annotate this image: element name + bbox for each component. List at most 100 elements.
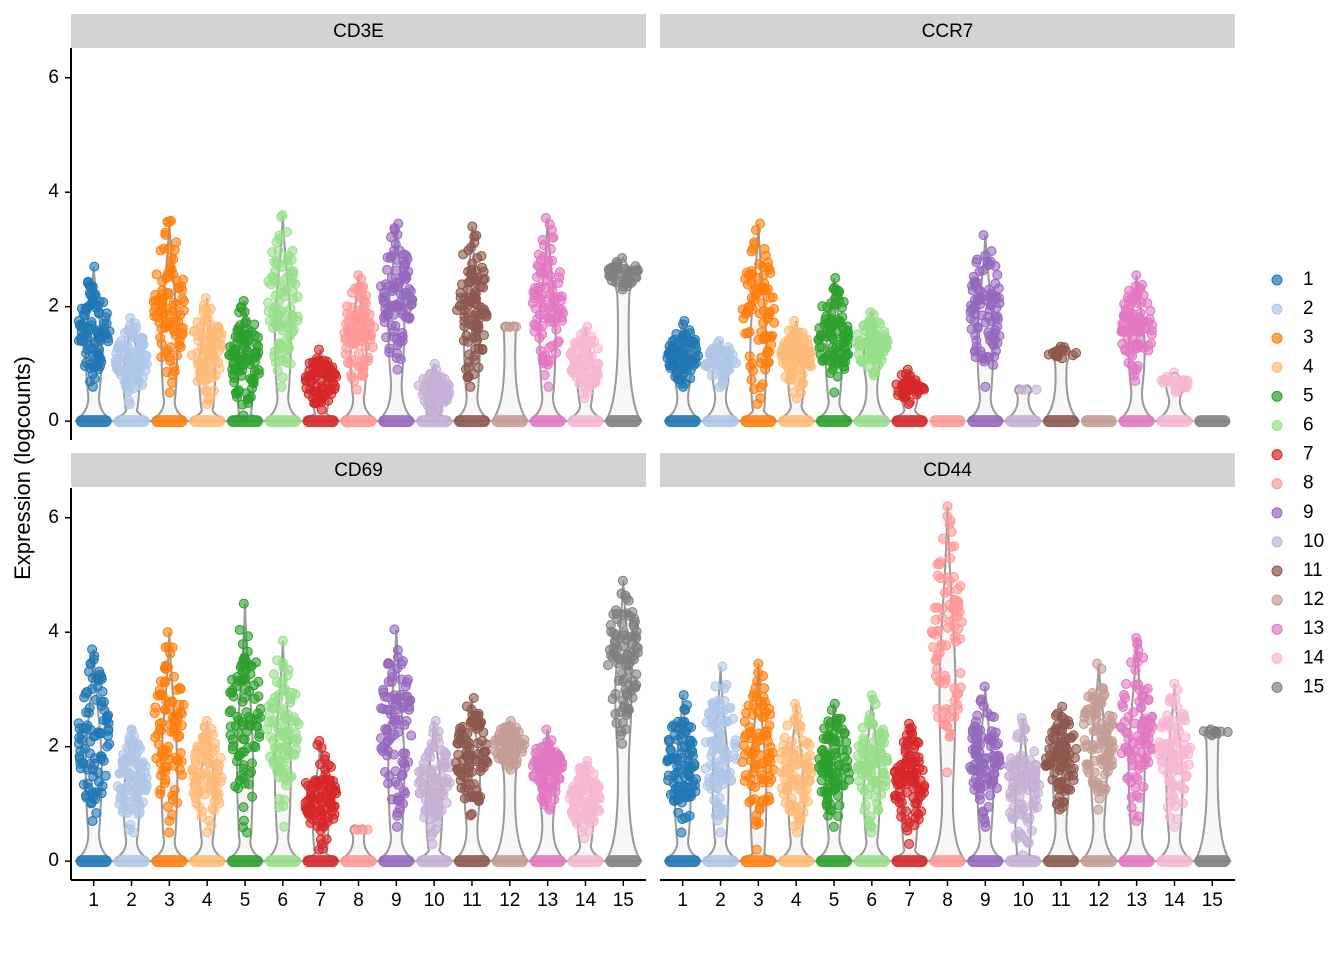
point: [842, 340, 853, 351]
point: [879, 729, 890, 740]
point: [358, 364, 369, 375]
point-cloud: [489, 715, 530, 775]
point: [793, 776, 804, 787]
point: [177, 322, 188, 333]
point: [1009, 759, 1020, 770]
point: [586, 777, 597, 788]
point: [211, 769, 222, 780]
x-tick-label: 7: [904, 890, 915, 911]
point: [383, 676, 394, 687]
zero-band: [189, 415, 226, 428]
x-tick-label: 13: [1126, 890, 1147, 911]
point: [316, 806, 327, 817]
point: [1142, 298, 1153, 309]
point: [79, 361, 90, 372]
point: [433, 726, 444, 737]
point: [724, 365, 735, 376]
point-cloud: [413, 715, 455, 849]
point: [987, 775, 998, 786]
point: [124, 376, 135, 387]
point: [78, 723, 89, 734]
point: [880, 343, 891, 354]
zero-band: [151, 415, 188, 428]
point: [462, 701, 473, 712]
point: [254, 731, 265, 742]
point: [152, 729, 163, 740]
point: [1087, 739, 1098, 750]
point: [391, 821, 402, 832]
point: [239, 746, 250, 757]
point: [467, 221, 478, 232]
point: [197, 375, 208, 386]
point: [825, 367, 836, 378]
point-cloud: [224, 295, 264, 421]
point: [162, 627, 173, 638]
zero-band: [1156, 855, 1193, 868]
point: [742, 279, 753, 290]
point: [199, 317, 210, 328]
point: [234, 775, 245, 786]
point: [392, 229, 403, 240]
point: [459, 784, 470, 795]
point: [683, 755, 694, 766]
point: [346, 354, 357, 365]
point: [533, 249, 544, 260]
point: [100, 770, 111, 781]
point: [834, 800, 845, 811]
zero-band: [1042, 415, 1079, 428]
point: [277, 658, 288, 669]
point: [612, 262, 623, 273]
point: [1107, 719, 1118, 730]
point: [1005, 792, 1016, 803]
point: [751, 737, 762, 748]
point: [458, 249, 469, 260]
point: [594, 793, 605, 804]
point: [467, 716, 478, 727]
point-cloud: [262, 635, 304, 832]
point: [253, 691, 264, 702]
point: [819, 353, 830, 364]
point: [764, 751, 775, 762]
point: [973, 293, 984, 304]
point: [584, 826, 595, 837]
point: [118, 749, 129, 760]
point: [162, 216, 173, 227]
y-tick-label: 2: [48, 296, 59, 317]
point: [952, 584, 963, 595]
point: [394, 245, 405, 256]
zero-band: [264, 415, 301, 428]
point: [712, 783, 723, 794]
point: [902, 379, 913, 390]
point: [978, 230, 989, 241]
point-cloud: [263, 210, 303, 392]
point: [604, 266, 615, 277]
point: [397, 328, 408, 339]
point: [1122, 773, 1133, 784]
point: [897, 769, 908, 780]
point: [760, 250, 771, 261]
legend-swatch: [1271, 507, 1283, 519]
violin: [490, 321, 529, 423]
point: [737, 757, 748, 768]
point: [227, 347, 238, 358]
point: [1136, 719, 1147, 730]
point: [764, 794, 775, 805]
point: [1060, 733, 1071, 744]
point: [612, 652, 623, 663]
point: [534, 332, 545, 343]
point: [466, 242, 477, 253]
point: [91, 808, 102, 819]
point: [269, 311, 280, 322]
point: [764, 331, 775, 342]
legend-swatch: [1271, 361, 1283, 373]
point: [842, 325, 853, 336]
point: [1121, 678, 1132, 689]
point: [554, 272, 565, 283]
point: [753, 667, 764, 678]
point: [935, 556, 946, 567]
zero-band: [740, 415, 777, 428]
point: [870, 699, 881, 710]
point: [607, 693, 618, 704]
point: [585, 364, 596, 375]
zero-band: [567, 415, 604, 428]
